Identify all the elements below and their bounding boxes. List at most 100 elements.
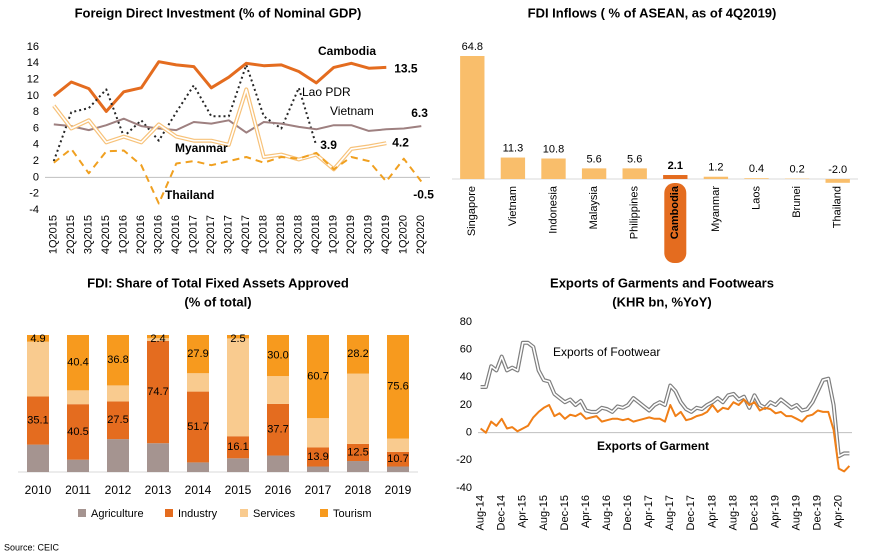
x-tick-label: 1Q2019 [328, 215, 340, 254]
value-label: 2.5 [230, 333, 245, 345]
x-tick-label: Brunei [791, 186, 803, 218]
value-label: 36.8 [107, 354, 128, 366]
x-tick-label: Apr-18 [706, 495, 718, 528]
x-tick-label: 2Q2018 [275, 215, 287, 254]
end-value-label: 6.3 [411, 106, 428, 120]
y-tick-label: 80 [460, 316, 472, 328]
y-tick-label: 4 [33, 139, 39, 151]
chart-subtitle: (% of total) [184, 294, 251, 309]
bar [825, 179, 850, 183]
bar-segment [107, 439, 129, 472]
bar-segment [267, 455, 289, 472]
bar-segment [347, 443, 369, 462]
bar-segment [27, 444, 49, 472]
y-tick-label: -20 [456, 454, 472, 466]
x-tick-label: 2014 [185, 483, 212, 497]
y-tick-label: 14 [27, 57, 39, 69]
x-tick-label: Dec-17 [685, 495, 697, 530]
x-tick-label: 1Q2017 [188, 215, 200, 254]
x-tick-label: 2Q2017 [205, 215, 217, 254]
value-label: 40.5 [67, 426, 88, 438]
value-label: 11.3 [503, 142, 524, 154]
value-label: 4.9 [30, 333, 45, 345]
bar-segment [107, 401, 129, 440]
chart-subtitle: (KHR bn, %YoY) [612, 294, 711, 309]
bar-segment [227, 458, 249, 472]
bar-segment [27, 396, 49, 445]
highlight-pill [664, 183, 687, 263]
y-tick-label: 20 [460, 399, 472, 411]
x-tick-label: Thailand [832, 186, 844, 228]
x-tick-label: Cambodia [669, 185, 681, 239]
bar [460, 56, 485, 179]
value-label: 5.6 [586, 153, 601, 165]
source-note: Source: CEIC [4, 542, 60, 552]
x-tick-label: 1Q2015 [48, 215, 60, 254]
bar [703, 176, 729, 179]
x-tick-label: Malaysia [588, 185, 600, 229]
bar [500, 157, 526, 179]
x-tick-label: 2011 [65, 483, 91, 497]
bar-segment [267, 403, 289, 456]
bar [744, 178, 769, 179]
x-tick-label: 4Q2016 [170, 215, 182, 254]
series-label: Cambodia [318, 44, 376, 58]
y-tick-label: 40 [460, 371, 472, 383]
x-tick-label: 1Q2018 [258, 215, 270, 254]
x-tick-label: Apr-16 [580, 495, 592, 528]
value-label: 16.1 [227, 441, 248, 453]
series-label: Vietnam [330, 104, 374, 118]
x-tick-label: 2017 [305, 483, 332, 497]
y-tick-label: 2 [33, 155, 39, 167]
value-label: 2.1 [668, 160, 683, 172]
legend-label: Agriculture [91, 508, 144, 520]
bar [581, 168, 607, 179]
value-label: 30.0 [267, 349, 288, 361]
bar-segment [187, 373, 209, 392]
value-label: 60.7 [307, 370, 328, 382]
x-tick-label: Dec-14 [496, 495, 508, 530]
x-tick-label: 1Q2016 [118, 215, 130, 254]
y-tick-label: -4 [29, 204, 39, 216]
series-label: Exports of Garment [597, 439, 709, 453]
bar-segment [67, 459, 89, 472]
bar-segment [187, 391, 209, 463]
x-tick-label: 2Q2019 [345, 215, 357, 254]
chart-title: Foreign Direct Investment (% of Nominal … [75, 5, 362, 20]
x-tick-label: Myanmar [710, 186, 722, 232]
x-tick-label: Philippines [629, 186, 641, 240]
value-label: 28.2 [347, 348, 368, 360]
end-value-label: -0.5 [413, 188, 434, 202]
bar-segment [387, 335, 409, 439]
legend-label: Industry [178, 508, 218, 520]
x-tick-label: Aug-16 [601, 495, 613, 530]
x-tick-label: Aug-15 [538, 495, 550, 530]
x-tick-label: 4Q2019 [380, 215, 392, 254]
series-line [52, 87, 387, 172]
chart-title: Exports of Garments and Footwears [550, 275, 774, 290]
series-label: Lao PDR [302, 85, 351, 99]
bar-segment [107, 385, 129, 402]
legend-swatch [320, 509, 328, 517]
x-tick-label: 3Q2016 [153, 215, 165, 254]
value-label: 13.9 [307, 451, 328, 463]
bar-segment [387, 451, 409, 467]
y-tick-label: 0 [33, 171, 39, 183]
legend-label: Services [253, 508, 296, 520]
x-tick-label: Aug-14 [475, 495, 487, 530]
bar-segment [187, 335, 209, 374]
bar-segment [27, 335, 49, 342]
legend-label: Tourism [333, 508, 372, 520]
value-label: -2.0 [828, 164, 847, 176]
x-tick-label: Apr-17 [643, 495, 655, 528]
y-tick-label: 12 [27, 74, 39, 86]
value-label: 2.4 [150, 333, 165, 345]
series-label: Exports of Footwear [553, 345, 660, 359]
y-tick-label: 0 [466, 427, 472, 439]
bar-segment [227, 335, 249, 339]
bar [663, 175, 688, 179]
legend-swatch [240, 509, 248, 517]
bar-segment [267, 335, 289, 377]
value-label: 74.7 [147, 386, 168, 398]
